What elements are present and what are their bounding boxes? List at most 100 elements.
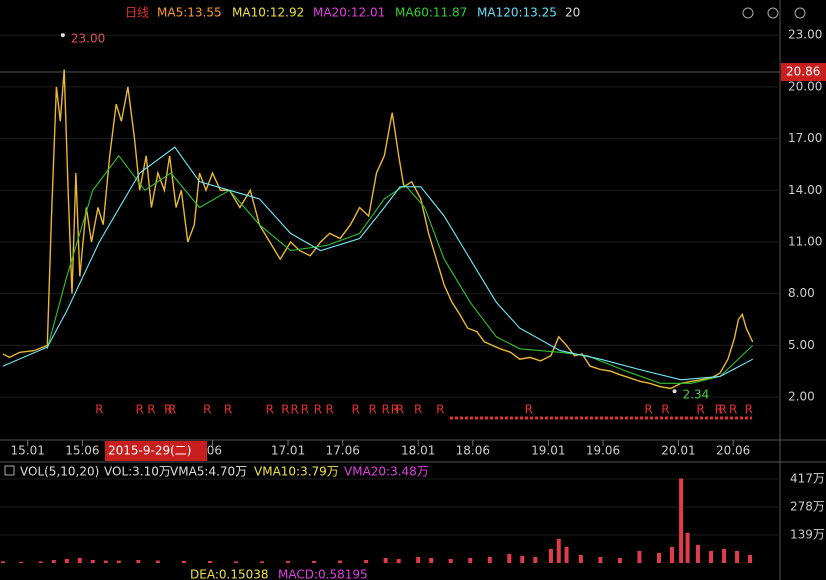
footer-text: MACD:0.58195 bbox=[278, 568, 368, 580]
r-mark: R bbox=[203, 403, 211, 417]
cursor-box bbox=[105, 441, 207, 461]
r-mark: R bbox=[164, 403, 172, 417]
legend-text: VMA10:3.79万 bbox=[254, 465, 339, 479]
volume-bar bbox=[578, 554, 583, 563]
volume-bar bbox=[383, 557, 388, 563]
last-price-box bbox=[781, 63, 826, 82]
r-mark: R bbox=[301, 403, 309, 417]
volume-bar bbox=[1, 561, 5, 563]
annotation: 2.34 bbox=[683, 388, 710, 402]
r-mark: R bbox=[266, 403, 274, 417]
volume-bar bbox=[90, 559, 95, 563]
icon[interactable] bbox=[794, 7, 806, 19]
volume-bar bbox=[116, 560, 121, 563]
volume-bar bbox=[51, 559, 56, 563]
volume-bar bbox=[429, 557, 434, 563]
r-mark: R bbox=[696, 403, 704, 417]
r-mark: R bbox=[644, 403, 652, 417]
r-mark: R bbox=[719, 403, 727, 417]
volume-bar bbox=[364, 559, 369, 563]
volume-bar bbox=[448, 558, 453, 563]
volume-bar bbox=[286, 560, 291, 563]
x-tick-label: 17.06 bbox=[326, 444, 360, 458]
r-mark: R bbox=[352, 403, 360, 417]
volume-bar bbox=[155, 560, 160, 563]
y-tick-label: 417万 bbox=[790, 472, 825, 486]
cursor-label: 2015-9-29(二) bbox=[108, 444, 191, 458]
x-tick-label: 20.06 bbox=[716, 444, 750, 458]
r-mark: R bbox=[224, 403, 232, 417]
volume-bar bbox=[103, 560, 108, 563]
volume-bar bbox=[533, 556, 538, 563]
r-mark: R bbox=[326, 403, 334, 417]
y-tick-label: 11.00 bbox=[788, 234, 822, 248]
volume-bar bbox=[207, 560, 212, 563]
y-tick-label: 5.00 bbox=[788, 338, 815, 352]
r-mark: R bbox=[436, 403, 444, 417]
volume-bar bbox=[77, 557, 82, 563]
r-mark: R bbox=[391, 403, 399, 417]
legend-text: VOL:3.10万 bbox=[104, 465, 171, 479]
legend-text: 日线 bbox=[125, 6, 149, 20]
r-mark: R bbox=[95, 403, 103, 417]
x-tick-label: 19.06 bbox=[586, 444, 620, 458]
y-tick-label: 20.00 bbox=[788, 79, 822, 93]
x-tick-label: .06 bbox=[203, 444, 222, 458]
volume-bar bbox=[416, 556, 421, 563]
volume-bar bbox=[679, 478, 684, 563]
r-mark: R bbox=[168, 403, 176, 417]
y-tick-label: 23.00 bbox=[788, 28, 822, 42]
r-mark: R bbox=[381, 403, 389, 417]
price-line bbox=[2, 69, 754, 390]
legend-text: VMA20:3.48万 bbox=[344, 465, 429, 479]
legend-text: MA10:12.92 bbox=[232, 6, 304, 20]
y-tick-label: 14.00 bbox=[788, 183, 822, 197]
r-mark: R bbox=[290, 403, 298, 417]
x-tick-label: 15.06 bbox=[65, 444, 99, 458]
legend-text: MA60:11.87 bbox=[395, 6, 467, 20]
last-price-label: 20.86 bbox=[786, 65, 820, 79]
r-mark: R bbox=[281, 403, 289, 417]
volume-bar bbox=[181, 560, 186, 563]
y-tick-label: 17.00 bbox=[788, 131, 822, 145]
r-mark: R bbox=[414, 403, 422, 417]
checkbox[interactable] bbox=[4, 465, 15, 476]
volume-bar bbox=[696, 544, 701, 563]
volume-bar bbox=[507, 553, 512, 563]
r-mark: R bbox=[729, 403, 737, 417]
r-mark: R bbox=[368, 403, 376, 417]
volume-bar bbox=[487, 556, 492, 563]
y-tick-label: 8.00 bbox=[788, 286, 815, 300]
volume-bar bbox=[64, 558, 69, 563]
volume-bar bbox=[598, 556, 603, 563]
r-mark: R bbox=[745, 403, 753, 417]
volume-bar bbox=[136, 559, 141, 563]
x-tick-label: 19.01 bbox=[531, 444, 565, 458]
volume-bar bbox=[656, 552, 661, 563]
volume-bar bbox=[669, 546, 674, 563]
x-tick-label: 17.01 bbox=[271, 444, 305, 458]
legend-text: MA20:12.01 bbox=[313, 6, 385, 20]
volume-bar bbox=[709, 550, 714, 563]
y-tick-label: 139万 bbox=[790, 528, 825, 542]
volume-bar bbox=[564, 546, 569, 563]
volume-bar bbox=[556, 538, 561, 563]
volume-bar bbox=[685, 532, 690, 563]
volume-bar bbox=[233, 561, 238, 563]
legend-text: VOL(5,10,20) bbox=[20, 465, 99, 479]
x-tick-label: 15.01 bbox=[11, 444, 45, 458]
volume-bar bbox=[637, 550, 642, 563]
legend-text: MA5:13.55 bbox=[157, 6, 222, 20]
annotation-point bbox=[672, 389, 677, 394]
volume-bar bbox=[468, 557, 473, 563]
icon[interactable] bbox=[742, 7, 754, 19]
footer-text: DEA:0.15038 bbox=[190, 568, 269, 580]
r-mark: R bbox=[147, 403, 155, 417]
icon[interactable] bbox=[767, 7, 779, 19]
volume-bar bbox=[38, 561, 43, 563]
volume-bar bbox=[520, 555, 525, 563]
volume-bar bbox=[617, 557, 622, 563]
x-tick-label: 18.01 bbox=[401, 444, 435, 458]
